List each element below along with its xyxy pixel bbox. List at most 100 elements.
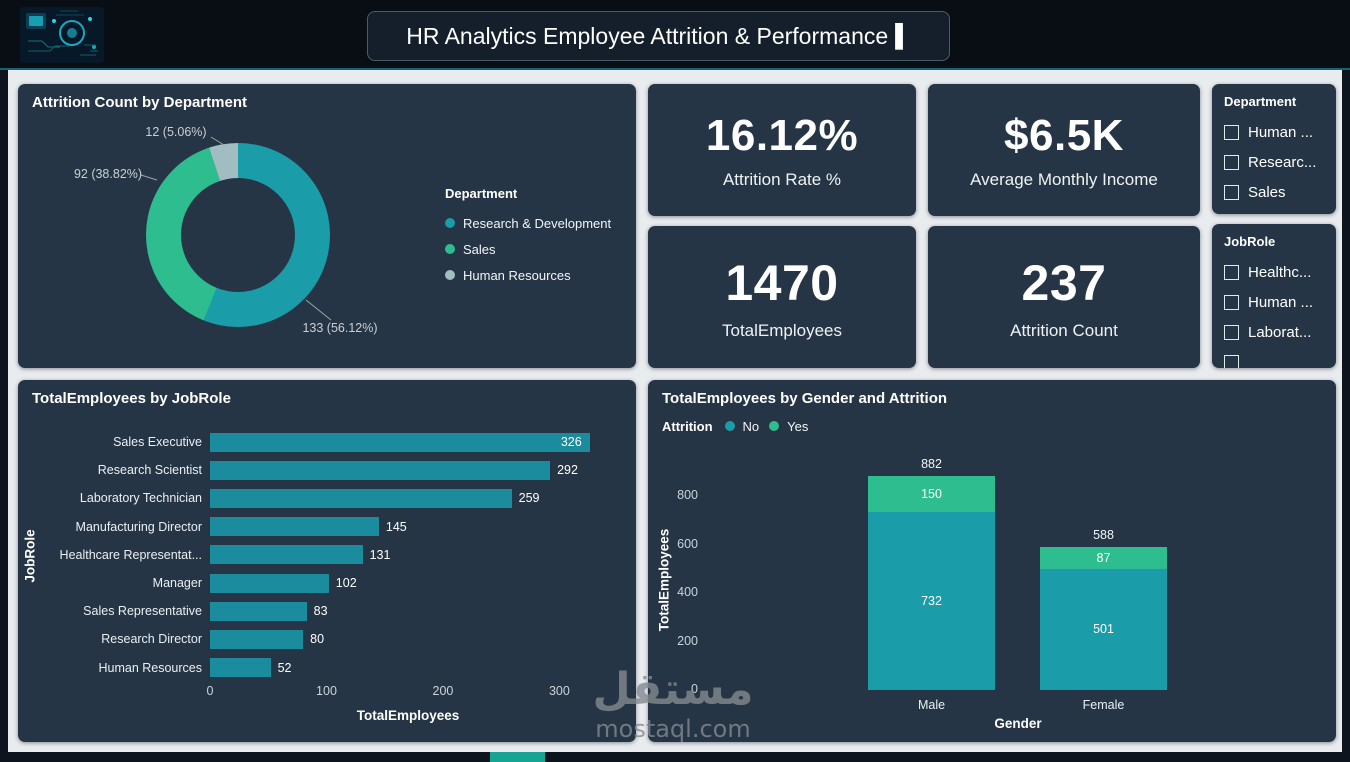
slicer-options: Healthc... Human ... Laborat... [1224,257,1328,368]
card-title: TotalEmployees by Gender and Attrition [662,390,948,407]
card-attrition-by-department: Attrition Count by Department 133 (56.12… [18,84,636,368]
slicer-option-partial[interactable] [1224,347,1328,368]
kpi-total-employees: 1470 TotalEmployees [648,226,916,368]
title-cursor: ▌ [895,23,911,48]
legend-item[interactable]: Research & Development [445,210,611,236]
stacked-segment-yes[interactable]: 150 [868,476,995,513]
bar[interactable] [210,573,329,593]
slicer-option-label: Researc... [1248,153,1317,171]
legend-label: No [742,418,760,434]
bar[interactable] [210,488,512,508]
legend-item[interactable]: Yes [769,416,808,436]
bar-rows: Sales Executive 326 Research Scientist 292 L… [34,428,606,682]
kpi-label: TotalEmployees [721,320,842,340]
bar-row: Laboratory Technician 259 [34,484,606,512]
axis-tick-label: 400 [677,585,698,599]
bar-value-label: 292 [557,463,578,478]
bar-row: Healthcare Representat... 131 [34,541,606,569]
bar-track: 259 [210,488,606,508]
page-tab-indicator[interactable] [490,752,545,762]
legend-item[interactable]: Sales [445,236,611,262]
donut-data-label: 133 (56.12%) [302,321,378,335]
bar-row: Research Scientist 292 [34,456,606,484]
legend-title: Attrition [662,418,713,434]
bottom-bar [0,752,1350,762]
card-employees-by-gender-attrition: TotalEmployees by Gender and Attrition A… [648,380,1336,742]
bar-value-label: 83 [313,604,328,619]
legend-item[interactable]: No [724,416,760,436]
slicer-option[interactable]: Human ... [1224,117,1328,147]
donut-data-label: 92 (38.82%) [73,167,143,181]
slicer-option-label: Healthc... [1248,263,1312,281]
axis-tick-label: 0 [691,682,698,696]
stacked-legend-items: No Yes [724,416,808,436]
kpi-value: 237 [1021,254,1107,311]
bar-track: 326 [210,432,606,452]
legend-dot-icon [769,421,780,431]
bar-value-label: 145 [385,519,407,534]
donut-legend: Department Research & Development Sales Hu… [445,186,611,288]
legend-label: Human Resources [463,267,571,283]
legend-dot-icon [724,421,735,431]
donut-area: 133 (56.12%) 92 (38.82%) 12 (5.06%) [18,84,636,368]
stacked-total-label: 882 [921,457,942,472]
slicer-option[interactable]: Laborat... [1224,317,1328,347]
stacked-segment-yes[interactable]: 87 [1040,547,1167,569]
bar-value-label: 131 [369,547,391,562]
slicer-title: Department [1224,94,1297,109]
slicer-option[interactable]: Healthc... [1224,257,1328,287]
bar[interactable] [210,601,307,621]
donut-legend-items: Research & Development Sales Human Resourc… [445,210,611,288]
axis-tick-label: 100 [316,684,337,698]
bar-category-label: Laboratory Technician [79,491,202,506]
app-header: HR Analytics Employee Attrition & Perfor… [0,0,1350,70]
logo-image [20,7,104,63]
card-title: Attrition Count by Department [32,94,247,111]
stacked-segment-no[interactable]: 732 [868,512,995,690]
checkbox-icon[interactable] [1224,184,1239,200]
axis-tick-label: 200 [432,684,454,698]
legend-dot-icon [445,270,455,280]
bar[interactable] [210,658,271,678]
donut-ring[interactable] [146,143,330,327]
bar-track: 83 [210,601,606,621]
bar[interactable] [210,517,379,537]
checkbox-icon[interactable] [1224,354,1239,368]
axis-category-label: Female [1082,698,1125,712]
kpi-value: 16.12% [705,110,859,160]
axis-tick-label: 0 [206,684,214,698]
checkbox-icon[interactable] [1224,264,1239,280]
bar[interactable] [210,460,551,480]
slicer-option[interactable]: Researc... [1224,147,1328,177]
bar[interactable] [210,432,590,452]
checkbox-icon[interactable] [1224,294,1239,310]
bar-track: 292 [210,460,606,480]
kpi-value: $6.5K [1004,110,1124,160]
bar-category-label: Manager [152,576,202,591]
x-axis-title: Gender [994,716,1042,731]
checkbox-icon[interactable] [1224,124,1239,140]
axis-tick-label: 200 [677,633,698,648]
stacked-segment-no[interactable]: 501 [1040,568,1167,690]
slicer-option[interactable]: Sales [1224,177,1328,207]
bar-row: Sales Executive 326 [34,428,606,456]
bar[interactable] [210,629,304,649]
checkbox-icon[interactable] [1224,324,1239,340]
stacked-legend: Attrition No Yes [662,416,808,436]
slicer-options: Human ... Researc... Sales [1224,117,1328,207]
donut-hole [181,178,295,292]
report-canvas: Attrition Count by Department 133 (56.12… [8,70,1342,752]
kpi-label: Attrition Rate % [722,169,842,189]
slicer-option-label: Laborat... [1248,323,1312,341]
bar-category-label: Research Scientist [97,463,202,478]
bar-row: Manager 102 [34,569,606,597]
slicer-option[interactable]: Human ... [1224,287,1328,317]
kpi-attrition-count: 237 Attrition Count [928,226,1200,368]
slicer-option-label: Sales [1248,183,1286,201]
slicer-option-label: Human ... [1248,123,1314,141]
bar-category-label: Research Director [101,632,202,647]
legend-item[interactable]: Human Resources [445,262,611,288]
bar-category-label: Sales Executive [113,435,202,450]
bar[interactable] [210,545,363,565]
checkbox-icon[interactable] [1224,154,1239,170]
